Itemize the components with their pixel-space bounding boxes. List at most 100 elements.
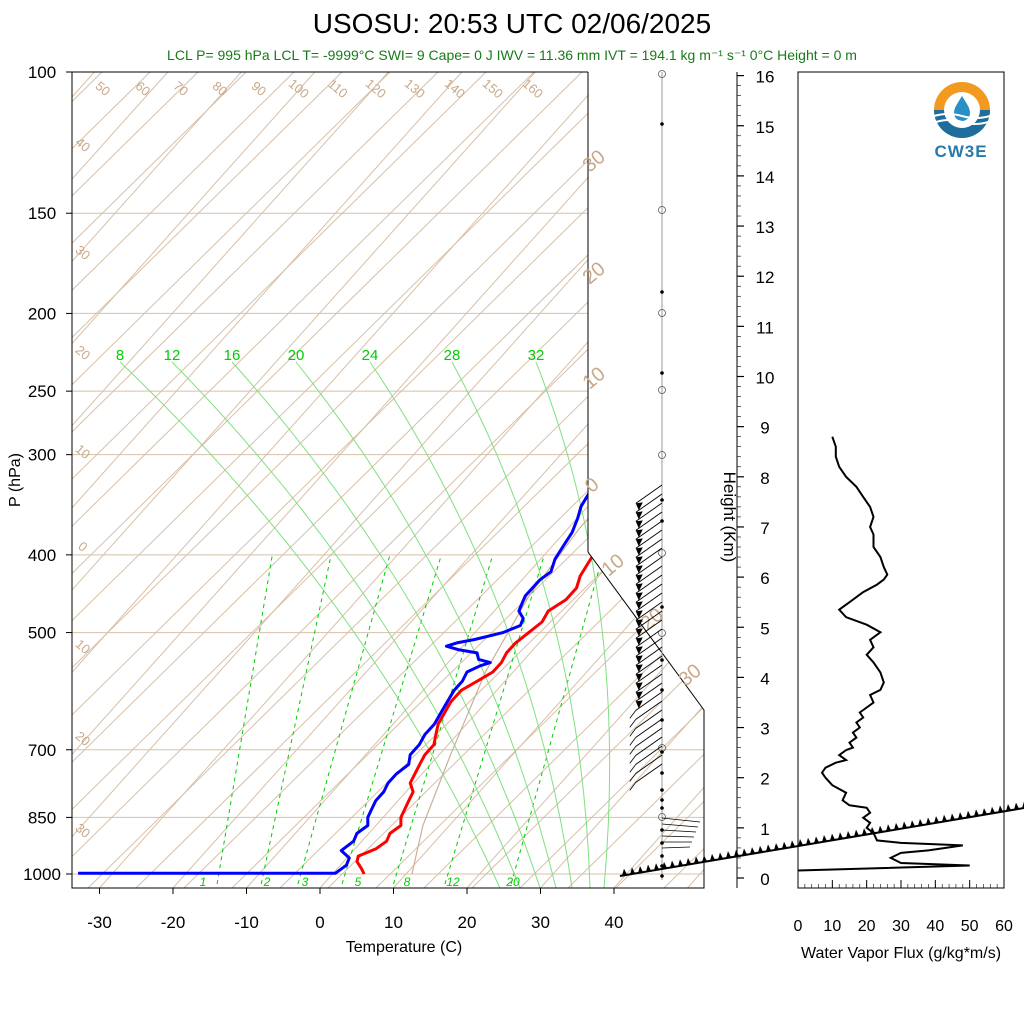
dewpoint-profile-line	[78, 465, 605, 875]
wind-barb	[635, 691, 663, 711]
height-tick-label: 2	[760, 770, 769, 789]
pressure-tick-label: 1000	[23, 865, 61, 884]
temperature-tick-label: 10	[384, 913, 403, 932]
surface-wind-flag	[902, 821, 907, 829]
surface-wind-flag	[702, 855, 707, 863]
isotherm-line	[72, 72, 610, 888]
wind-barb-flag	[635, 691, 643, 700]
surface-wind-flag	[790, 840, 795, 848]
dry-adiabat-label: 80	[210, 78, 231, 99]
surface-wind-flag	[798, 839, 803, 847]
mixing-ratio-label: 5	[355, 875, 362, 889]
surface-wind-flag	[942, 814, 947, 822]
height-tick-label: 13	[756, 218, 775, 237]
wind-barb-tick	[629, 782, 637, 791]
mixing-ratio-line	[297, 554, 391, 885]
wv-tick-label: 10	[823, 918, 841, 935]
wind-barb-flag	[635, 628, 643, 637]
dry-adiabat-line	[72, 72, 704, 888]
isotherm-label: 30	[73, 242, 94, 263]
wind-barb-flag	[635, 565, 643, 574]
moist-adiabat-line	[451, 361, 591, 888]
wind-barb-flag	[635, 601, 643, 610]
mixing-ratio-line	[260, 554, 332, 885]
isotherm-line	[72, 72, 169, 888]
wind-barb	[661, 823, 699, 828]
temperature-tick-label: 0	[315, 913, 324, 932]
surface-wind-flag	[934, 816, 939, 824]
moist-adiabat-label: 16	[224, 347, 241, 364]
surface-wind-flag	[998, 805, 1003, 813]
dry-adiabat-line	[183, 72, 704, 888]
height-tick-label: 3	[760, 720, 769, 739]
surface-wind-flag	[846, 830, 851, 838]
wind-barb	[635, 511, 663, 531]
moist-adiabat-line	[295, 361, 557, 888]
wv-tick-label: 40	[926, 918, 944, 935]
dry-adiabat-line	[423, 72, 704, 888]
cw3e-logo-icon	[924, 80, 1004, 160]
wind-barb-tick	[629, 719, 637, 728]
wind-barb	[635, 628, 663, 648]
calm-wind-marker	[658, 206, 666, 214]
water-vapor-flux-line	[798, 436, 970, 872]
isotherm-label: 0	[75, 538, 90, 554]
temperature-tick-label: 40	[605, 913, 624, 932]
surface-wind-flag	[710, 853, 715, 861]
surface-wind-flag	[990, 806, 995, 814]
surface-wind-flag	[966, 810, 971, 818]
mixing-ratio-label: 1	[200, 875, 207, 889]
isotherm-label-right: 30	[675, 660, 706, 691]
dry-adiabat-line	[904, 72, 1024, 888]
wind-barb-flag	[635, 556, 643, 565]
isotherm-label: 20	[73, 342, 94, 363]
pressure-tick-label: 200	[28, 304, 56, 323]
surface-wind-flag	[1014, 802, 1019, 810]
dry-adiabat-label: 50	[93, 78, 114, 99]
surface-wind-flag	[814, 836, 819, 844]
surface-wind-flag	[750, 847, 755, 855]
isotherm-line	[393, 72, 704, 888]
pressure-tick-label: 300	[28, 446, 56, 465]
moist-adiabat-label: 8	[116, 347, 124, 364]
surface-wind-flag	[758, 845, 763, 853]
wind-barb	[661, 835, 695, 838]
surface-wind-flag	[662, 861, 667, 869]
surface-wind-flag	[678, 859, 683, 867]
isotherm-label-right: 10	[598, 550, 629, 581]
surface-wind-flag	[622, 868, 627, 876]
wind-barb-flag	[635, 502, 643, 511]
wind-barb	[635, 709, 663, 729]
moist-adiabat-line	[119, 361, 501, 888]
surface-wind-flag	[974, 809, 979, 817]
dry-adiabat-line	[808, 72, 1024, 888]
wind-barb	[661, 829, 697, 833]
dry-adiabat-line	[72, 72, 247, 888]
dry-adiabat-label: 150	[480, 76, 506, 101]
height-tick-label: 14	[756, 168, 775, 187]
parcel-profile-line	[411, 72, 704, 875]
level-dot	[660, 290, 664, 294]
dry-adiabat-line	[519, 72, 704, 888]
wind-barb-tick	[629, 710, 637, 719]
dry-adiabat-label: 130	[402, 76, 428, 101]
wind-barb-tick	[629, 773, 637, 782]
wind-barb	[635, 763, 663, 783]
dry-adiabat-line	[72, 72, 631, 888]
surface-wind-flag	[638, 865, 643, 873]
wind-barb-flag	[635, 547, 643, 556]
surface-wind-flag	[950, 813, 955, 821]
wind-barb-flag	[635, 700, 643, 709]
dry-adiabat-label: 160	[520, 76, 546, 101]
isotherm-line	[540, 72, 704, 888]
wind-barb-tick	[629, 764, 637, 773]
surface-wind-flag	[886, 824, 891, 832]
pressure-tick-label: 250	[28, 382, 56, 401]
wind-barb	[635, 484, 663, 504]
height-tick-label: 1	[760, 820, 769, 839]
moist-adiabat-label: 28	[444, 347, 461, 364]
calm-wind-marker	[658, 309, 666, 317]
wind-barb	[635, 493, 663, 513]
calm-wind-marker	[658, 451, 666, 459]
